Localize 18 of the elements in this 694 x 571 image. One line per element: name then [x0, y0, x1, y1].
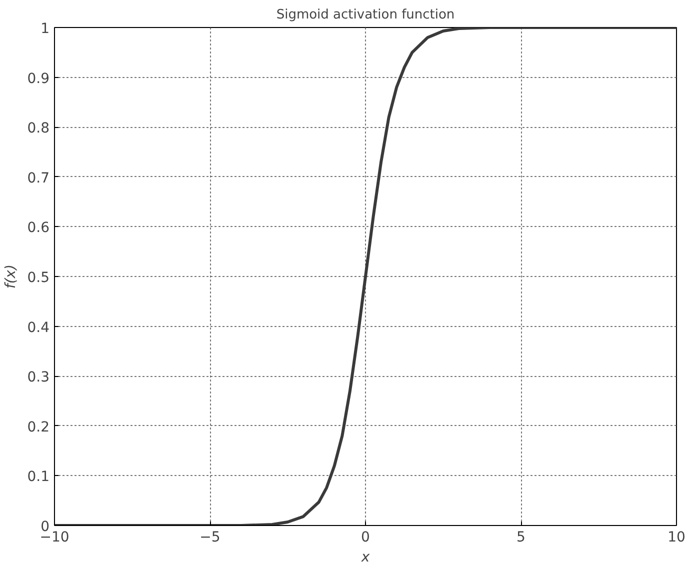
x-axis-title: x — [360, 550, 370, 566]
y-tick-label: 1 — [40, 21, 50, 37]
y-tick-label: 0.3 — [27, 370, 50, 386]
y-tick-label: 0.2 — [27, 419, 50, 436]
y-tick-label: 0.4 — [27, 320, 50, 336]
y-tick-label: 0.9 — [27, 70, 50, 87]
chart-title: Sigmoid activation function — [276, 8, 455, 22]
y-axis-title: f(x) — [3, 264, 20, 289]
y-tick-label: 0.7 — [27, 170, 50, 186]
x-tick-label: −5 — [200, 530, 220, 546]
y-tick-label: 0.8 — [27, 120, 50, 137]
line-series — [54, 28, 676, 526]
y-tick-label: 0.6 — [27, 220, 50, 236]
x-tick-label: 10 — [668, 530, 686, 546]
y-tick-label: 0.5 — [27, 270, 50, 286]
x-tick-label: 0 — [361, 530, 370, 546]
x-tick-label: 5 — [516, 530, 526, 546]
y-tick-label: 0.1 — [27, 469, 50, 486]
